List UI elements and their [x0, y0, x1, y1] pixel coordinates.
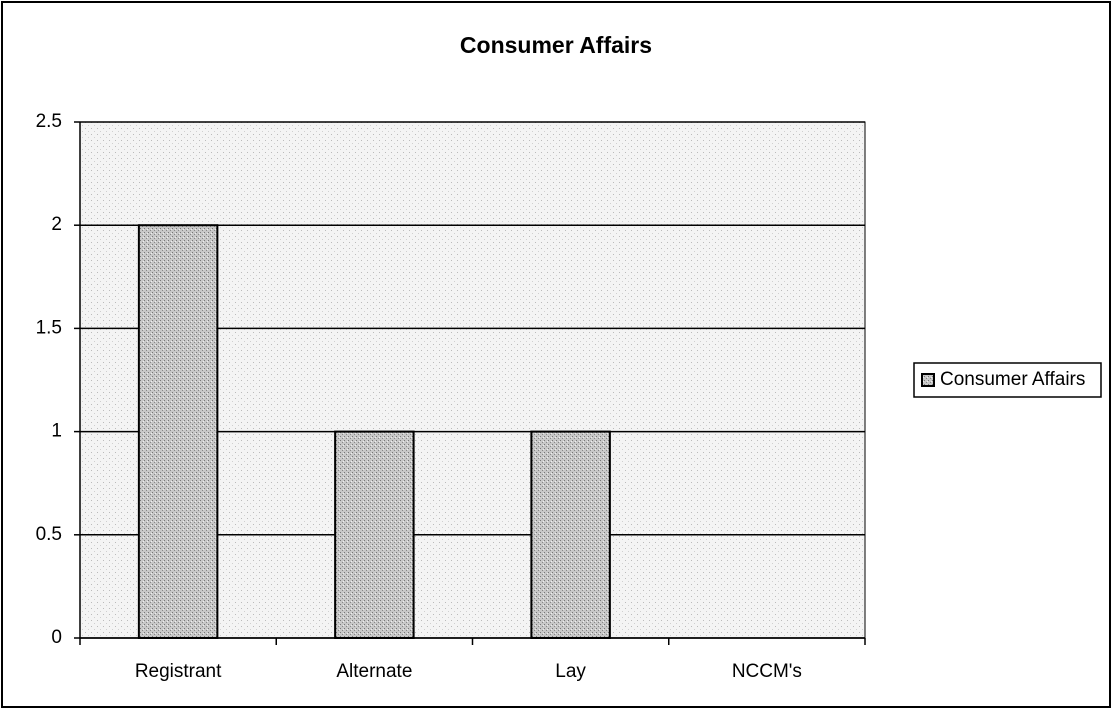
bar [137, 224, 219, 639]
legend-swatch [921, 373, 935, 387]
bar [530, 430, 611, 639]
y-tick-label: 2.5 [36, 111, 62, 132]
x-tick-label: Registrant [135, 661, 222, 682]
legend-label: Consumer Affairs [940, 369, 1085, 390]
y-tick-label: 1 [51, 421, 62, 442]
bar [334, 430, 415, 639]
x-tick-label: NCCM's [732, 661, 802, 682]
y-tick-label: 2 [51, 214, 62, 235]
x-tick-label: Lay [555, 661, 586, 682]
chart-title: Consumer Affairs [460, 32, 652, 58]
legend [913, 362, 1102, 398]
y-tick-label: 0 [51, 627, 62, 648]
y-tick-label: 1.5 [36, 317, 62, 338]
x-tick-label: Alternate [336, 661, 412, 682]
y-tick-label: 0.5 [36, 524, 62, 545]
